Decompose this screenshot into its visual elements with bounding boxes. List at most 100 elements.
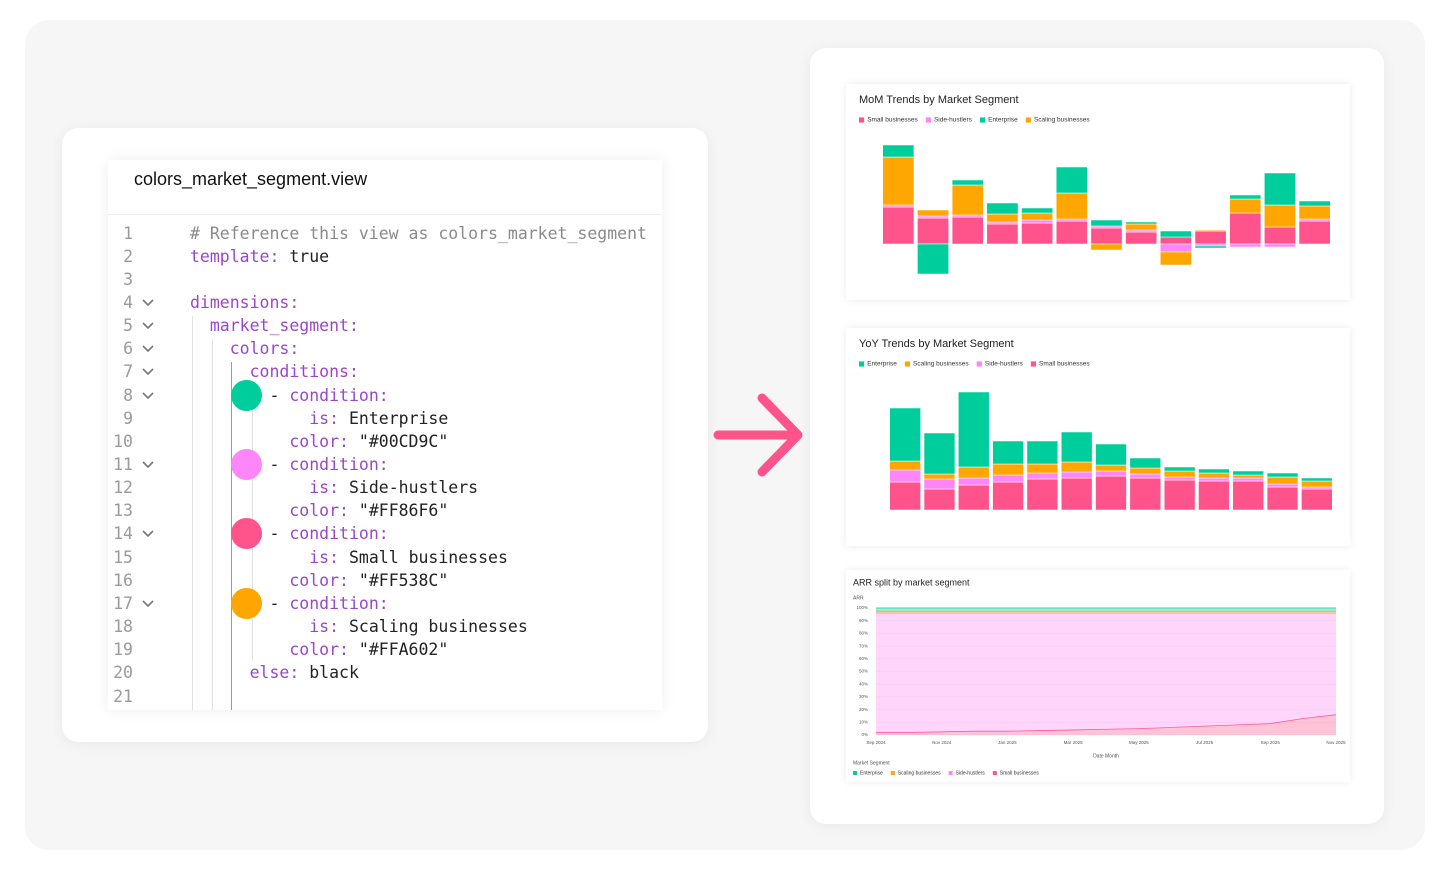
legend-label: Small businesses <box>867 117 918 124</box>
line-number: 10 <box>113 431 133 451</box>
bar-segment <box>1229 212 1262 245</box>
bar-segment <box>923 432 956 475</box>
x-tick-label: Sep 2025 <box>1261 740 1281 745</box>
x-tick-label: Jan 2025 <box>998 740 1017 745</box>
fold-icon[interactable] <box>142 345 154 353</box>
legend-label: Side-hustlers <box>956 770 986 776</box>
y-tick-label: 60% <box>859 656 868 661</box>
bar-segment <box>1232 477 1264 482</box>
bar-segment <box>1129 457 1161 469</box>
bar-segment <box>986 202 1019 215</box>
bar-segment <box>1198 477 1230 482</box>
arrow <box>713 393 803 477</box>
fold-icon[interactable] <box>142 368 154 376</box>
legend-title: Market Segment <box>853 760 890 766</box>
chevron <box>142 530 154 538</box>
legend-label: Side-hustlers <box>985 361 1024 368</box>
code-line: - condition: <box>269 593 389 613</box>
chart-title: YoY Trends by Market Segment <box>859 338 1014 350</box>
fold-icon[interactable] <box>142 600 154 608</box>
line-number: 12 <box>113 478 133 498</box>
chart: MoM Trends by Market Segment Small busine… <box>859 94 1331 275</box>
legend-label: Enterprise <box>867 361 897 368</box>
bar-segment <box>958 391 990 468</box>
bar-segment <box>1264 226 1296 245</box>
bar-segment <box>1129 467 1161 475</box>
code-line: color: "#FF86F6" <box>289 501 449 521</box>
y-tick-label: 40% <box>859 681 868 686</box>
line-number: 15 <box>113 547 133 567</box>
bar-segment <box>1021 207 1053 214</box>
x-tick-label: May 2025 <box>1129 740 1149 745</box>
fold-icon[interactable] <box>142 391 154 400</box>
area <box>876 613 1336 733</box>
bar-segment <box>1095 443 1127 466</box>
bar-segment <box>889 469 921 483</box>
fold-icon[interactable] <box>142 322 154 330</box>
chart-card: MoM Trends by Market Segment Small busine… <box>846 84 1350 300</box>
bar-segment <box>1129 473 1161 479</box>
code-line: color: "#FFA602" <box>289 640 449 660</box>
code-line: is: Scaling businesses <box>309 617 528 637</box>
bar-segment <box>1229 198 1262 214</box>
code-line: color: "#FF538C" <box>289 570 449 590</box>
bar-segment <box>1301 488 1333 511</box>
line-number: 4 <box>123 292 133 312</box>
bar-segment <box>958 477 990 486</box>
bar-segment <box>1125 229 1158 233</box>
bar-segment <box>1301 477 1333 482</box>
file-name: colors_market_segment.view <box>134 169 368 189</box>
bar-segment <box>958 484 990 511</box>
code-line: is: Side-hustlers <box>309 478 479 498</box>
line-number: 11 <box>113 455 133 474</box>
bar-segment <box>882 206 915 245</box>
bar-segment <box>1026 472 1059 480</box>
legend-swatch <box>859 361 865 367</box>
bar-segment <box>1021 219 1053 224</box>
legend-swatch <box>890 771 895 775</box>
y-tick-label: 50% <box>859 669 868 674</box>
bar-segment <box>1125 231 1158 245</box>
bar-segment <box>923 473 956 480</box>
legend-swatch <box>948 771 953 775</box>
fold-icon[interactable] <box>142 461 154 469</box>
bar-segment <box>882 144 915 158</box>
bar-segment <box>1194 245 1227 249</box>
legend-swatch <box>859 117 865 123</box>
bar-segment <box>1298 220 1331 245</box>
bar-segment <box>1266 483 1299 488</box>
chart: ARR split by market segment Enterprise Sca… <box>853 577 1346 776</box>
bar-segment <box>1160 236 1192 245</box>
bar-segment <box>992 474 1024 483</box>
bar-segment <box>1055 220 1088 245</box>
x-tick-label: Nov 2025 <box>1326 740 1346 745</box>
line-number: 18 <box>113 617 133 637</box>
bar-segment <box>1163 466 1196 472</box>
bar-segment <box>923 478 956 490</box>
color-swatch <box>231 449 262 480</box>
legend-label: Enterprise <box>860 770 883 776</box>
bar-segment <box>992 481 1024 511</box>
bar-segment <box>1264 204 1296 228</box>
bar-segment <box>1298 218 1331 222</box>
bar-segment <box>1095 464 1127 472</box>
indent-guide <box>212 339 213 710</box>
bar-segment <box>1229 194 1262 200</box>
fold-icon[interactable] <box>142 530 154 538</box>
y-tick-label: 0% <box>861 732 868 737</box>
fold-icon[interactable] <box>142 299 154 307</box>
bar-segment <box>986 213 1019 223</box>
bar-segment <box>1160 230 1192 238</box>
color-swatch <box>231 518 262 550</box>
y-tick-label: 80% <box>859 631 868 636</box>
bar-segment <box>951 214 984 218</box>
bar-segment <box>1229 243 1262 248</box>
code-line: is: Small businesses <box>309 547 508 567</box>
legend-swatch <box>992 771 997 775</box>
bar-segment <box>1090 243 1123 251</box>
bar-segment <box>1264 172 1296 206</box>
line-number: 21 <box>113 686 133 706</box>
separator <box>108 214 662 215</box>
bar-segment <box>1160 243 1192 253</box>
chart-card: ARR split by market segment Enterprise Sca… <box>846 570 1350 782</box>
